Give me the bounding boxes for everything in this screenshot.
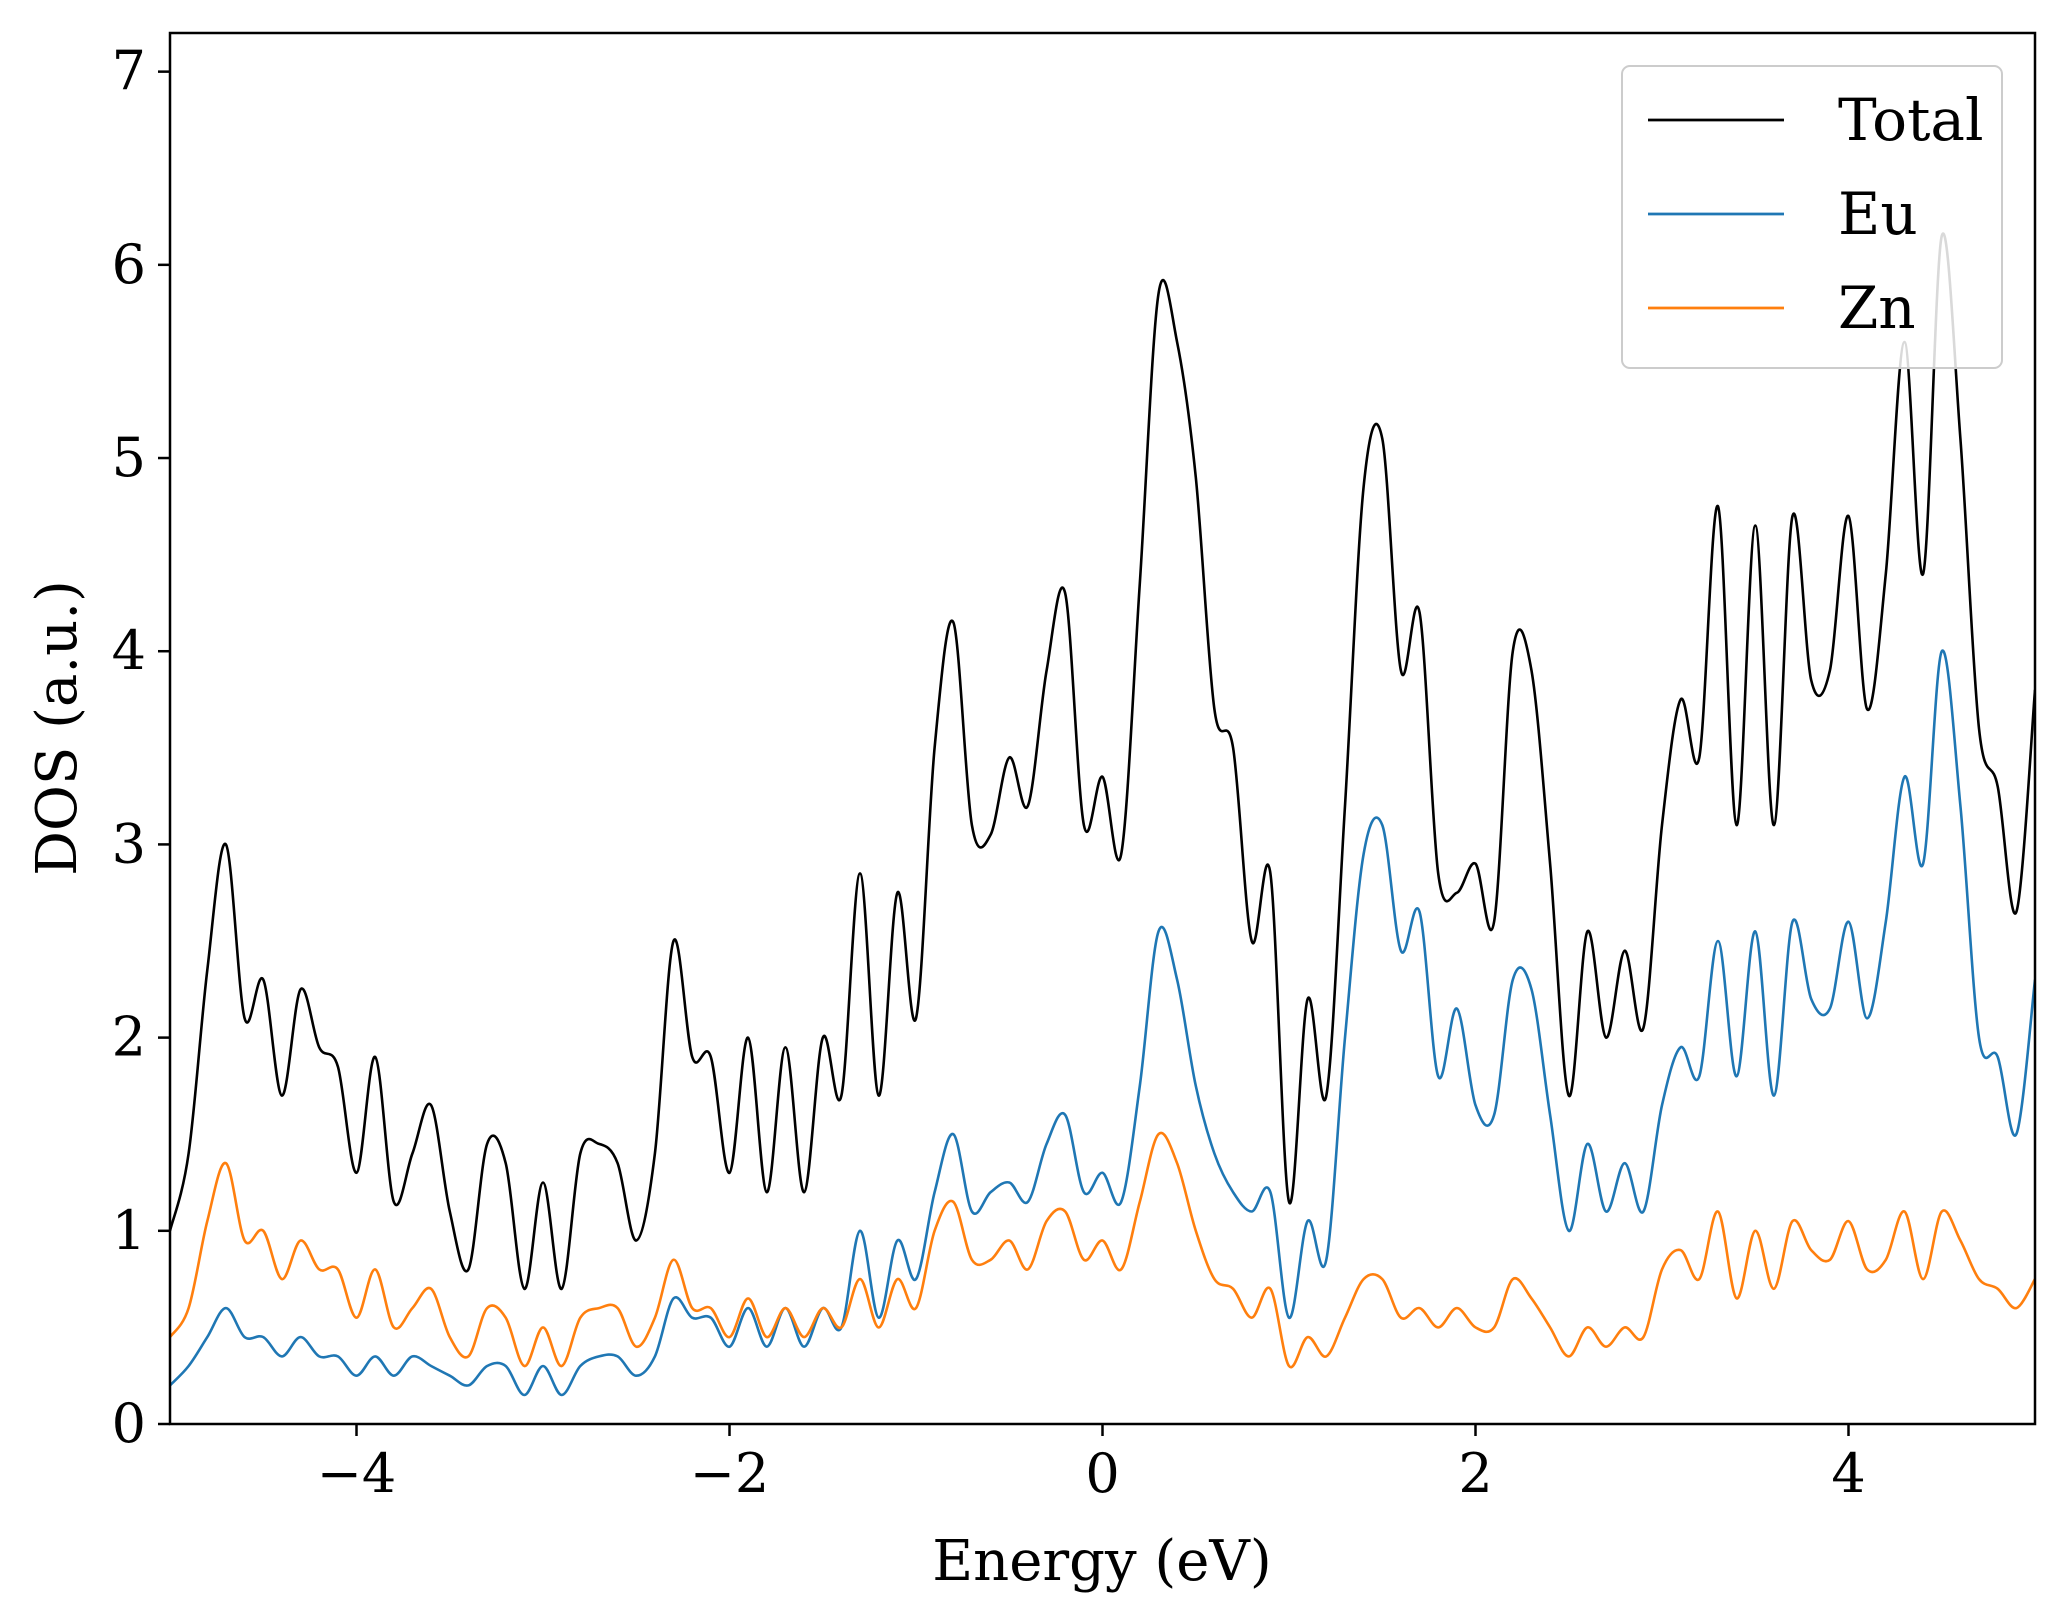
y-tick-label: 1: [112, 1199, 146, 1262]
y-tick-label: 3: [112, 812, 146, 875]
x-tick-label: 2: [1458, 1442, 1492, 1505]
x-tick-label: 4: [1831, 1442, 1865, 1505]
y-tick-label: 0: [112, 1392, 146, 1455]
x-tick-label: 0: [1085, 1442, 1119, 1505]
series-line-total: [170, 232, 2035, 1291]
x-tick-label: −2: [690, 1442, 770, 1505]
y-tick-label: 4: [112, 619, 146, 682]
legend-label-eu: Eu: [1838, 180, 1918, 248]
series-line-zn: [170, 1131, 2035, 1369]
series-layer: [170, 232, 2035, 1397]
x-axis: −4 −2 0 2 4: [317, 1424, 1866, 1505]
y-tick-label: 5: [112, 426, 146, 489]
legend-label-zn: Zn: [1838, 274, 1916, 342]
series-line-eu: [170, 649, 2035, 1397]
legend-box: [1621, 65, 2003, 369]
y-tick-label: 2: [112, 1006, 146, 1069]
legend: Total Eu Zn: [1621, 65, 2003, 369]
y-tick-label: 6: [112, 233, 146, 296]
y-tick-label: 7: [112, 40, 146, 103]
y-axis-label: DOS (a.u.): [25, 580, 90, 876]
x-tick-label: −4: [317, 1442, 397, 1505]
y-axis: 0 1 2 3 4 5 6 7: [112, 40, 170, 1455]
x-axis-label: Energy (eV): [932, 1529, 1271, 1594]
legend-label-total: Total: [1838, 86, 1984, 154]
